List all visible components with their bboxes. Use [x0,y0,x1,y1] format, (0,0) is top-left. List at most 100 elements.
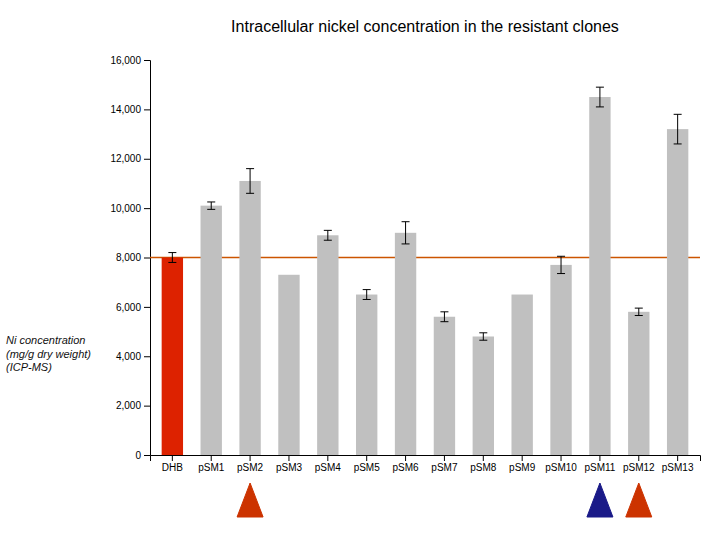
y-axis-label: Ni concentration(mg/g dry weight)(ICP-MS… [6,334,91,372]
error-bar-cap [635,315,643,316]
x-tick-label: pSM11 [584,462,615,473]
x-tick: DHB [162,455,183,473]
error-bar [324,230,332,240]
error-bar-cap [324,230,332,231]
y-axis-line [144,61,151,456]
error-bar-stem [327,230,328,240]
error-bar-cap [674,114,682,115]
bar [589,97,610,455]
y-tick-mark [144,208,150,209]
x-tick: pSM1 [198,455,225,473]
bar [278,275,299,455]
y-tick-label: 8,000 [116,252,141,263]
x-tick: pSM12 [623,455,655,473]
x-tick-mark [211,455,212,461]
x-tick-label: pSM5 [354,462,381,473]
error-bar-stem [366,290,367,300]
y-tick-label: 12,000 [110,153,141,164]
error-bar-stem [405,222,406,244]
y-tick-label: 10,000 [110,203,141,214]
x-tick-label: pSM12 [623,462,655,473]
x-tick-mark [288,455,289,461]
y-tick-mark [144,159,150,160]
bar [550,265,571,455]
arrow [587,483,613,517]
error-bar [363,290,371,300]
error-bar-stem [211,202,212,209]
error-bar [246,169,254,194]
x-tick-label: pSM7 [431,462,458,473]
bars [162,97,689,455]
error-bar-stem [561,256,562,273]
x-tick-mark [561,455,562,461]
error-bar-cap [674,143,682,144]
y-tick: 4,000 [116,351,150,362]
error-bar [557,256,565,273]
y-tick-label: 0 [135,450,141,461]
x-tick-mark [522,455,523,461]
error-bar-stem [599,87,600,107]
x-tick-mark [327,455,328,461]
y-axis: 02,0004,0006,0008,00010,00012,00014,0001… [110,55,150,461]
x-tick-label: pSM3 [276,462,303,473]
error-bar-cap [207,209,215,210]
x-tick: pSM2 [237,455,264,473]
error-bar [674,114,682,144]
error-bar-stem [172,253,173,263]
x-tick-mark [599,455,600,461]
bar [473,337,494,456]
x-tick: pSM4 [315,455,342,473]
bar [239,181,260,455]
x-tick-label: pSM10 [545,462,577,473]
error-bar [168,253,176,263]
x-tick-mark [444,455,445,461]
x-tick-mark [405,455,406,461]
arrows [237,483,652,517]
error-bar-cap [363,289,371,290]
y-tick-mark [144,356,150,357]
error-bar-cap [363,299,371,300]
x-tick: pSM11 [584,455,615,473]
x-tick-label: pSM13 [662,462,694,473]
x-tick-label: pSM9 [509,462,536,473]
error-bar-cap [402,243,410,244]
y-tick-label: 4,000 [116,351,141,362]
error-bar [402,222,410,244]
x-tick-label: pSM8 [470,462,497,473]
marks [150,87,700,455]
error-bar-cap [479,332,487,333]
bar [667,129,688,455]
x-tick-mark [250,455,251,461]
y-tick-mark [144,60,150,61]
y-tick: 6,000 [116,302,150,313]
x-axis: DHBpSM1pSM2pSM3pSM4pSM5pSM6pSM7pSM8pSM9p… [151,455,701,473]
x-tick-mark [638,455,639,461]
error-bar-stem [638,308,639,315]
bar [511,295,532,455]
error-bar-stem [250,169,251,194]
error-bar-cap [168,262,176,263]
arrow [237,483,263,517]
error-bar-stem [483,333,484,340]
error-bar-cap [557,256,565,257]
error-bar-cap [596,87,604,88]
error-bar [440,312,448,322]
title: Intracellular nickel concentration in th… [231,18,619,35]
bar [434,317,455,455]
y-tick-mark [144,307,150,308]
x-tick-mark [172,455,173,461]
x-tick: pSM13 [662,455,694,473]
error-bar-cap [635,308,643,309]
error-bar-cap [402,221,410,222]
y-tick: 14,000 [110,104,150,115]
error-bar-cap [168,252,176,253]
bar [162,258,183,456]
x-tick: pSM3 [276,455,303,473]
y-tick: 0 [135,450,150,461]
bar [628,312,649,455]
error-bar [635,308,643,315]
error-bar-cap [246,168,254,169]
y-tick: 12,000 [110,153,150,164]
chart: 02,0004,0006,0008,00010,00012,00014,0001… [0,0,720,540]
y-tick-mark [144,109,150,110]
